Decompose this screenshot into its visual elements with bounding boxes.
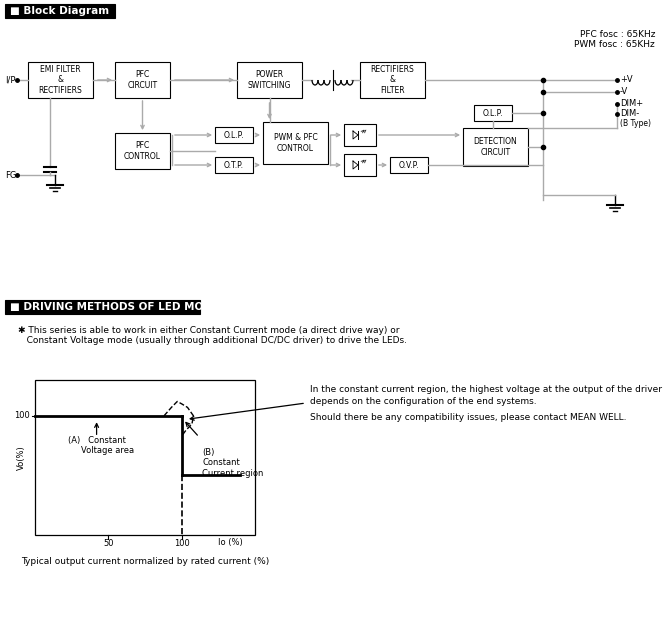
Text: ■ Block Diagram: ■ Block Diagram (10, 6, 109, 16)
Bar (215, 127, 253, 143)
Bar (237, 62, 302, 98)
Text: O.L.P.: O.L.P. (483, 108, 503, 117)
Text: PFC fosc : 65KHz
PWM fosc : 65KHz: PFC fosc : 65KHz PWM fosc : 65KHz (574, 30, 655, 49)
Text: 50: 50 (103, 538, 114, 547)
Text: 100: 100 (174, 538, 190, 547)
Text: depends on the configuration of the end systems.: depends on the configuration of the end … (310, 397, 537, 406)
Text: DIM-: DIM- (620, 110, 639, 119)
Bar (215, 157, 253, 173)
Bar (360, 62, 425, 98)
Bar (35, 380, 255, 535)
Text: (A)   Constant
        Voltage area: (A) Constant Voltage area (60, 436, 133, 455)
Text: (B Type): (B Type) (620, 119, 651, 128)
Bar (28, 62, 93, 98)
Bar (5, 4, 115, 18)
Text: -V: -V (620, 88, 628, 97)
Text: PFC
CIRCUIT: PFC CIRCUIT (127, 71, 157, 90)
Text: DIM+: DIM+ (620, 99, 643, 108)
Bar (115, 62, 170, 98)
Bar (474, 105, 512, 121)
Text: POWER
SWITCHING: POWER SWITCHING (248, 71, 291, 90)
Text: +V: +V (620, 76, 632, 85)
Bar (344, 124, 376, 146)
Text: FG: FG (5, 171, 16, 179)
Text: Should there be any compatibility issues, please contact MEAN WELL.: Should there be any compatibility issues… (310, 413, 626, 422)
Bar (344, 154, 376, 176)
Text: O.T.P.: O.T.P. (224, 160, 244, 169)
Bar (263, 122, 328, 164)
Text: Vo(%): Vo(%) (17, 445, 25, 470)
Text: Typical output current normalized by rated current (%): Typical output current normalized by rat… (21, 557, 269, 566)
Text: PWM & PFC
CONTROL: PWM & PFC CONTROL (273, 133, 318, 153)
Text: O.V.P.: O.V.P. (399, 160, 419, 169)
Text: O.L.P.: O.L.P. (224, 131, 245, 140)
Bar (463, 128, 528, 166)
Text: DETECTION
CIRCUIT: DETECTION CIRCUIT (474, 137, 517, 156)
Text: (B)
Constant
Current region: (B) Constant Current region (202, 448, 263, 478)
Text: EMI FILTER
&
RECTIFIERS: EMI FILTER & RECTIFIERS (39, 65, 82, 95)
Text: Io (%): Io (%) (218, 538, 243, 547)
Text: In the constant current region, the highest voltage at the output of the driver: In the constant current region, the high… (310, 385, 662, 394)
Bar (5, 300, 200, 314)
Text: ■ DRIVING METHODS OF LED MODULE: ■ DRIVING METHODS OF LED MODULE (10, 302, 234, 312)
Text: 100: 100 (14, 412, 30, 420)
Text: I/P: I/P (5, 76, 16, 85)
Bar (390, 157, 428, 173)
Text: RECTIFIERS
&
FILTER: RECTIFIERS & FILTER (371, 65, 414, 95)
Bar (115, 133, 170, 169)
Text: PFC
CONTROL: PFC CONTROL (124, 141, 161, 161)
Text: ✱ This series is able to work in either Constant Current mode (a direct drive wa: ✱ This series is able to work in either … (18, 326, 407, 345)
